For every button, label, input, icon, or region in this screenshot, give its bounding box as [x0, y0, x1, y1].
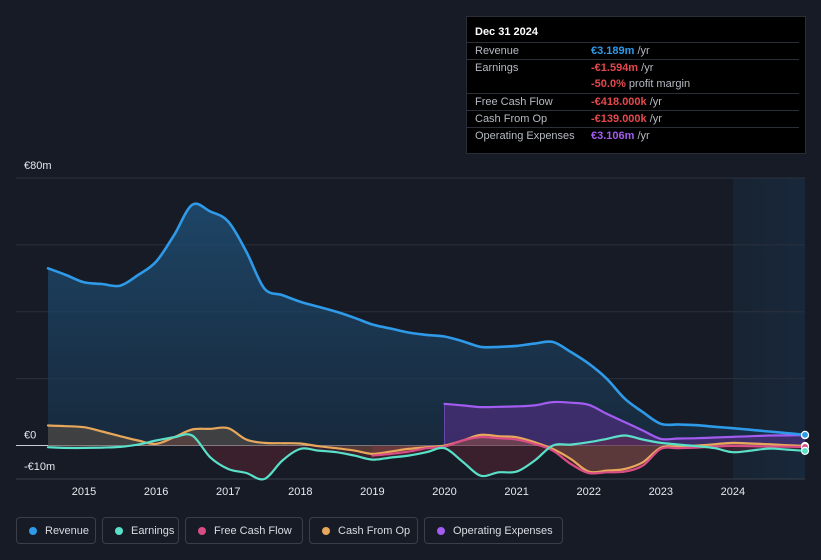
legend-dot-icon — [29, 527, 37, 535]
legend-dot-icon — [437, 527, 445, 535]
x-tick-label: 2019 — [360, 486, 384, 498]
legend-dot-icon — [115, 527, 123, 535]
tooltip-row: Operating Expenses €3.106m /yr — [467, 127, 799, 145]
tooltip-row-label: Free Cash Flow — [475, 96, 553, 108]
series-lines — [46, 202, 807, 481]
x-tick-label: 2015 — [72, 486, 96, 498]
y-tick-label: €0 — [24, 430, 36, 442]
x-tick-label: 2018 — [288, 486, 312, 498]
tooltip-row: -50.0% profit margin — [467, 76, 799, 93]
x-tick-label: 2017 — [216, 486, 240, 498]
earnings-end-marker — [800, 446, 810, 456]
operating-expenses-line — [443, 400, 807, 441]
legend-label: Operating Expenses — [453, 525, 553, 537]
tooltip-row-label: Cash From Op — [475, 113, 548, 125]
x-tick-label: 2021 — [504, 486, 528, 498]
x-tick-label: 2024 — [721, 486, 745, 498]
tooltip-row: Revenue €3.189m /yr — [467, 42, 799, 60]
cash-from-op-area — [48, 425, 805, 473]
legend-item-operating-expenses[interactable]: Operating Expenses — [424, 517, 563, 544]
x-tick-label: 2023 — [649, 486, 673, 498]
legend-label: Cash From Op — [338, 525, 411, 537]
end-markers — [800, 430, 810, 456]
tooltip-row: Free Cash Flow -€418.000k /yr — [467, 93, 799, 111]
x-tick-label: 2020 — [432, 486, 456, 498]
tooltip-row-value: -€1.594m /yr — [591, 62, 654, 74]
tooltip-date: Dec 31 2024 — [475, 26, 538, 38]
free-cash-flow-line — [371, 436, 807, 475]
legend-dot-icon — [322, 527, 330, 535]
legend-label: Earnings — [131, 525, 175, 537]
tooltip-row-value: -€139.000k /yr — [591, 113, 662, 125]
tooltip-row-value: €3.106m /yr — [591, 130, 650, 142]
revenue-area — [48, 203, 805, 446]
x-tick-label: 2016 — [144, 486, 168, 498]
operating-expenses-area — [444, 401, 805, 446]
legend-dot-icon — [198, 527, 206, 535]
y-tick-label: -€10m — [24, 461, 55, 473]
legend-label: Revenue — [45, 525, 90, 537]
tooltip-row-label: Operating Expenses — [475, 130, 575, 142]
tooltip-row-value: -€418.000k /yr — [591, 96, 662, 108]
tooltip-row: Earnings -€1.594m /yr — [467, 59, 799, 77]
tooltip-panel: Dec 31 2024 Revenue €3.189m /yr Earnings -€… — [466, 16, 806, 154]
earnings-area — [48, 434, 805, 480]
tooltip-row-value: €3.189m /yr — [591, 45, 650, 57]
earnings-line — [46, 433, 807, 481]
legend-item-revenue[interactable]: Revenue — [16, 517, 96, 544]
revenue-end-marker — [800, 430, 810, 439]
tooltip-row-label: Revenue — [475, 45, 520, 57]
tooltip-row: Cash From Op -€139.000k /yr — [467, 110, 799, 128]
x-tick-label: 2022 — [576, 486, 600, 498]
tooltip-row-value: -50.0% profit margin — [591, 78, 691, 90]
tooltip-row-label: Earnings — [475, 62, 519, 74]
legend-item-free-cash-flow[interactable]: Free Cash Flow — [185, 517, 303, 544]
axis-labels: €80m €0 -€10m 2015 2016 2017 2018 2019 2020 2021 2… — [24, 160, 745, 498]
legend-label: Free Cash Flow — [214, 525, 292, 537]
y-tick-label: €80m — [24, 160, 52, 172]
revenue-line — [46, 202, 807, 437]
legend-item-cash-from-op[interactable]: Cash From Op — [309, 517, 418, 544]
legend-item-earnings[interactable]: Earnings — [102, 517, 179, 544]
